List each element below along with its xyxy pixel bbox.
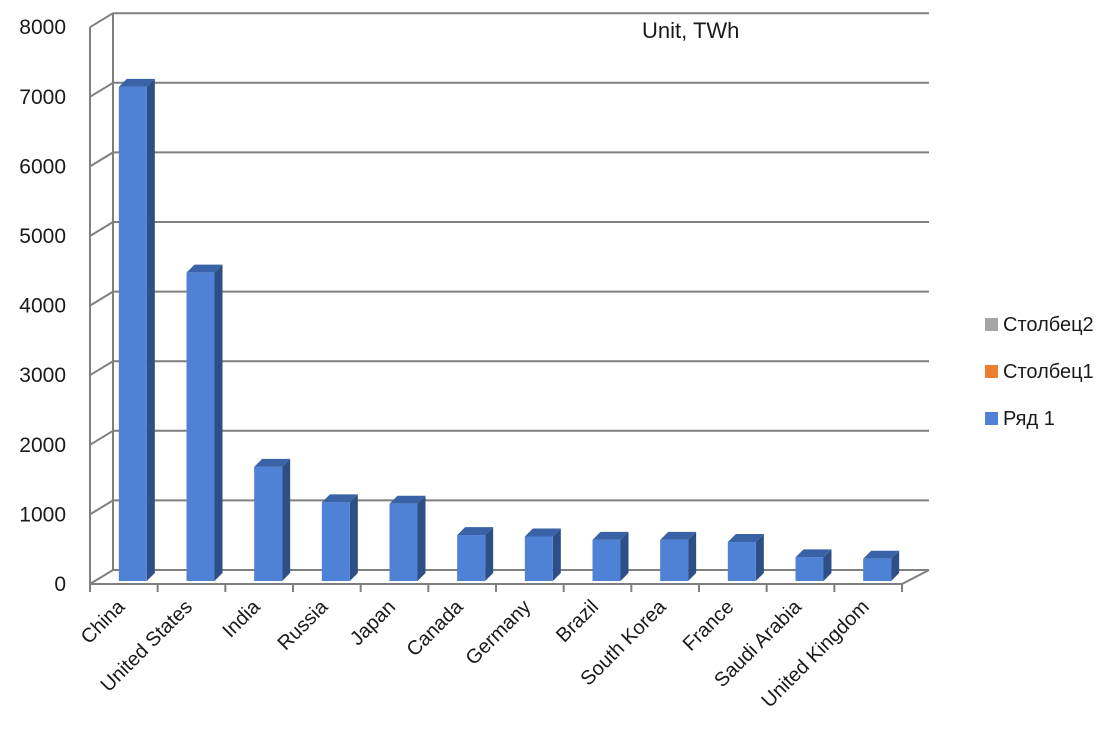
unit-annotation: Unit, TWh <box>642 18 739 43</box>
x-tick-label: India <box>218 595 265 642</box>
y-tick-label: 6000 <box>19 155 66 178</box>
y-tick-label: 0 <box>54 573 66 596</box>
axes <box>89 13 930 592</box>
bar-front <box>863 558 892 581</box>
bar <box>254 458 291 581</box>
bar <box>389 495 426 581</box>
y-tick-label: 4000 <box>19 295 66 318</box>
bar-front <box>389 503 418 581</box>
gridline-depth <box>89 499 114 516</box>
bar <box>863 550 900 581</box>
gridline-depth <box>89 290 114 307</box>
bar-top <box>457 527 494 536</box>
bar <box>795 549 832 581</box>
x-tick-label: France <box>679 596 739 656</box>
gridline-depth <box>89 429 114 446</box>
bars <box>118 78 900 581</box>
bar <box>727 534 764 581</box>
bar <box>660 531 697 581</box>
legend-swatch <box>985 365 998 378</box>
legend: Столбец2 Столбец1 Ряд 1 <box>985 314 1094 430</box>
x-tick-label: China <box>77 595 130 648</box>
y-tick-label: 8000 <box>19 16 66 39</box>
bar-front <box>727 542 756 581</box>
gridlines <box>89 12 929 585</box>
bar-top <box>863 550 900 559</box>
bar-top <box>660 531 697 540</box>
gridline-depth <box>89 360 114 377</box>
bar-side <box>485 527 494 581</box>
floor-right-edge <box>901 569 930 585</box>
legend-item: Ряд 1 <box>985 408 1055 430</box>
bar-front <box>186 272 215 581</box>
x-tick-label: Brazil <box>552 596 603 647</box>
bar <box>524 528 561 581</box>
bar-front <box>321 502 350 581</box>
bar-top <box>321 494 358 503</box>
y-tick-label: 1000 <box>19 503 66 526</box>
gridline-depth <box>89 151 114 168</box>
y-tick-label: 7000 <box>19 86 66 109</box>
bar-side <box>214 264 223 581</box>
x-tick-label: Canada <box>403 595 469 661</box>
bar-side <box>552 528 561 581</box>
y-tick-label: 5000 <box>19 225 66 248</box>
legend-label: Ряд 1 <box>1003 408 1055 430</box>
bar-top <box>118 78 155 87</box>
x-tick-label: Russia <box>274 595 333 654</box>
gridline-depth <box>89 569 114 585</box>
y-tick-label: 2000 <box>19 434 66 457</box>
bar-front <box>118 86 147 581</box>
bar-side <box>891 550 900 581</box>
bar-top <box>795 549 832 558</box>
bar-top <box>592 531 629 540</box>
bar <box>118 78 155 581</box>
bar-top <box>389 495 426 504</box>
legend-item: Столбец2 <box>985 314 1094 336</box>
bar-side <box>349 494 358 581</box>
bar-front <box>524 536 553 581</box>
bar <box>592 531 629 581</box>
legend-label: Столбец2 <box>1003 314 1094 336</box>
bar-side <box>417 495 426 581</box>
bar-front <box>254 466 283 581</box>
gridline-depth <box>89 12 114 29</box>
bar-top <box>186 264 223 273</box>
bar <box>457 527 494 581</box>
gridline-depth <box>89 81 114 98</box>
gridline-depth <box>89 221 114 237</box>
x-tick-label: Germany <box>462 596 536 670</box>
legend-swatch <box>985 318 998 331</box>
bar-front <box>592 539 621 581</box>
bar <box>321 494 358 581</box>
bar <box>186 264 223 581</box>
bar-side <box>282 458 291 581</box>
legend-item: Столбец1 <box>985 361 1094 383</box>
bar-side <box>620 531 629 581</box>
legend-label: Столбец1 <box>1003 361 1094 383</box>
bar-side <box>755 534 764 581</box>
bar-front <box>660 539 689 581</box>
bar-front <box>457 535 486 581</box>
bar-side <box>688 531 697 581</box>
bar-top <box>524 528 561 537</box>
bar-front <box>795 557 824 581</box>
bar-top <box>254 458 291 467</box>
bar-side <box>823 549 832 581</box>
x-tick-label: Japan <box>346 596 400 650</box>
bar-top <box>727 534 764 543</box>
legend-swatch <box>985 412 998 425</box>
bar-side <box>146 78 155 581</box>
y-tick-label: 3000 <box>19 364 66 387</box>
